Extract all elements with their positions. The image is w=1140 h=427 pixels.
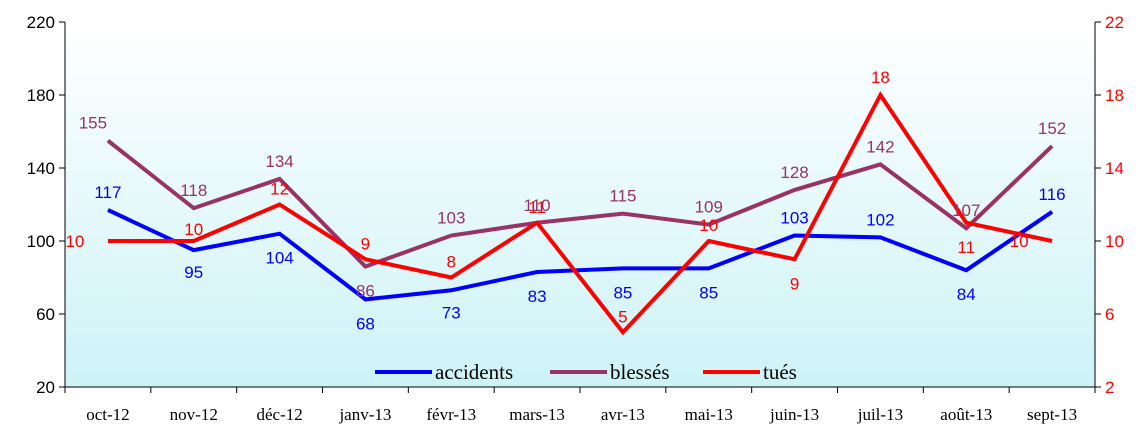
data-label-accidents: 68 (356, 314, 375, 333)
x-tick-label: sept-13 (1027, 405, 1077, 424)
legend-entry-accidents: accidents (435, 360, 513, 384)
data-label-tués: 18 (871, 68, 890, 87)
data-label-tués: 8 (447, 253, 456, 272)
data-label-tués: 5 (618, 307, 627, 326)
legend-entry-blessés: blessés (610, 360, 670, 384)
x-tick-label: oct-12 (86, 405, 129, 424)
data-label-accidents: 95 (184, 263, 203, 282)
data-label-tués: 10 (699, 216, 718, 235)
series-line-tués (107, 91, 1053, 336)
y-left-tick-label: 100 (27, 232, 55, 251)
data-label-tués: 9 (790, 274, 799, 293)
x-tick-label: juin-13 (769, 405, 819, 424)
x-tick-label: déc-12 (256, 405, 302, 424)
data-label-accidents: 103 (780, 209, 808, 228)
legend: accidents blessés tués (375, 360, 797, 384)
y-left-tick-label: 220 (27, 13, 55, 32)
plot-area (65, 22, 1095, 387)
y-right-tick-label: 6 (1105, 305, 1114, 324)
y-right-tick-label: 10 (1105, 232, 1124, 251)
data-label-accidents: 117 (94, 183, 121, 202)
y-right-tick-label: 18 (1105, 86, 1124, 105)
x-tick-label: janv-13 (338, 405, 391, 424)
data-label-blessés: 86 (356, 282, 375, 301)
data-label-blessés: 142 (866, 137, 894, 156)
data-label-tués: 10 (1010, 232, 1029, 251)
data-label-blessés: 134 (265, 152, 293, 171)
data-label-blessés: 110 (524, 196, 551, 215)
data-label-blessés: 107 (952, 201, 980, 220)
data-label-blessés: 118 (180, 181, 207, 200)
data-label-blessés: 155 (79, 114, 107, 133)
x-tick-label: mai-13 (685, 405, 733, 424)
y-right-tick-label: 22 (1105, 13, 1124, 32)
x-tick-label: mars-13 (509, 405, 565, 424)
x-tick-label: août-13 (940, 405, 992, 424)
data-label-accidents: 83 (528, 287, 547, 306)
data-label-accidents: 84 (957, 285, 976, 304)
data-label-accidents: 85 (613, 283, 632, 302)
x-tick-label: juil-13 (857, 405, 903, 424)
data-label-accidents: 102 (866, 210, 894, 229)
x-tick-label: avr-13 (601, 405, 645, 424)
data-label-blessés: 109 (695, 198, 723, 217)
data-label-tués: 10 (184, 220, 203, 239)
x-tick-label: nov-12 (170, 405, 218, 424)
series-line-blessés (106, 139, 1054, 269)
y-right-tick-label: 2 (1105, 378, 1114, 397)
y-left-tick-label: 180 (27, 86, 55, 105)
data-label-blessés: 152 (1038, 119, 1066, 138)
data-label-tués: 12 (270, 180, 289, 199)
data-label-accidents: 104 (265, 249, 293, 268)
data-label-accidents: 116 (1039, 185, 1066, 204)
series-lines (106, 91, 1054, 336)
data-label-blessés: 103 (437, 209, 465, 228)
y-right-tick-label: 14 (1105, 159, 1124, 178)
y-left-tick-label: 20 (36, 378, 55, 397)
data-label-blessés: 128 (780, 163, 808, 182)
data-label-tués: 10 (65, 232, 84, 251)
series-line-accidents (107, 208, 1054, 302)
data-label-accidents: 85 (699, 283, 718, 302)
axes: 20 60 100 140 180 220 2 6 10 14 18 22 oct-12 nov-12 dé… (27, 13, 1124, 424)
y-left-tick-label: 140 (27, 159, 55, 178)
data-label-tués: 11 (957, 238, 975, 257)
data-label-accidents: 73 (442, 303, 461, 322)
data-label-blessés: 115 (609, 187, 636, 206)
y-left-tick-label: 60 (36, 305, 55, 324)
data-label-tués: 9 (361, 234, 370, 253)
data-label-tués: 11 (528, 198, 546, 217)
legend-entry-tués: tués (763, 360, 797, 384)
x-tick-label: févr-13 (426, 405, 476, 424)
